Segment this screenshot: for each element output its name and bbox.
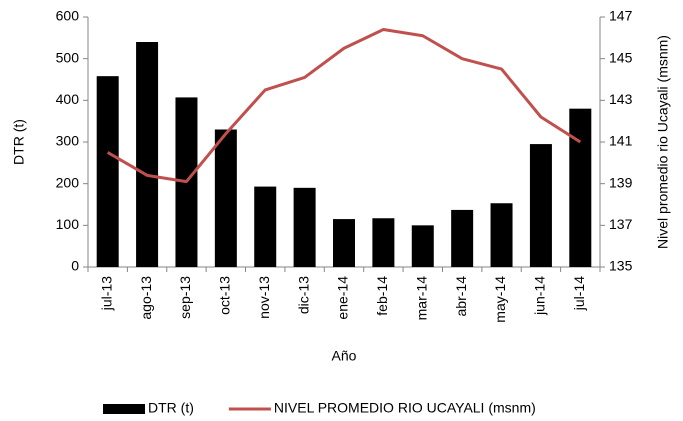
legend-label: NIVEL PROMEDIO RIO UCAYALI (msnm) xyxy=(274,400,536,416)
y-tick-label: 0 xyxy=(71,258,79,274)
y2-tick-label: 137 xyxy=(609,216,633,232)
x-tick-label: ene-14 xyxy=(335,276,351,320)
x-tick-label: jun-14 xyxy=(532,276,548,316)
x-tick-label: abr-14 xyxy=(453,276,469,317)
y-tick-label: 200 xyxy=(56,174,80,190)
y-tick-label: 500 xyxy=(56,49,80,65)
legend-swatch xyxy=(103,404,145,414)
legend-label: DTR (t) xyxy=(148,400,194,416)
x-axis-label: Año xyxy=(332,348,357,364)
x-tick-label: oct-13 xyxy=(217,276,233,315)
y2-tick-label: 139 xyxy=(609,174,633,190)
bar xyxy=(569,108,592,268)
y-axis-label: DTR (t) xyxy=(11,119,27,165)
x-tick-label: mar-14 xyxy=(413,276,429,321)
y-tick-label: 300 xyxy=(56,133,80,149)
x-tick-label: nov-13 xyxy=(256,276,272,319)
x-tick-label: sep-13 xyxy=(177,276,193,319)
bar xyxy=(372,218,395,267)
y-tick-label: 600 xyxy=(56,8,80,24)
bar xyxy=(529,144,552,267)
y2-tick-label: 141 xyxy=(609,133,633,149)
bar xyxy=(293,187,316,267)
bar xyxy=(254,186,277,267)
y2-tick-label: 145 xyxy=(609,49,633,65)
y2-tick-label: 135 xyxy=(609,258,633,274)
bar xyxy=(411,225,434,267)
bar xyxy=(451,209,474,267)
bar xyxy=(214,129,237,267)
bar xyxy=(96,76,119,268)
bar xyxy=(333,219,355,267)
x-tick-label: ago-13 xyxy=(138,276,154,320)
bar xyxy=(490,203,513,267)
y-tick-label: 400 xyxy=(56,91,80,107)
line xyxy=(106,28,582,184)
y-tick-label: 100 xyxy=(56,216,80,232)
x-tick-label: dic-13 xyxy=(295,276,311,314)
y2-axis-label: Nivel promedio rio Ucayali (msnm) xyxy=(655,35,671,249)
x-tick-label: jul-14 xyxy=(571,276,587,311)
x-tick-label: feb-14 xyxy=(374,276,390,316)
y2-tick-label: 143 xyxy=(609,91,633,107)
y2-tick-label: 147 xyxy=(609,8,633,24)
x-tick-label: may-14 xyxy=(492,276,508,323)
x-tick-label: jul-13 xyxy=(98,276,114,311)
bar xyxy=(136,42,159,267)
